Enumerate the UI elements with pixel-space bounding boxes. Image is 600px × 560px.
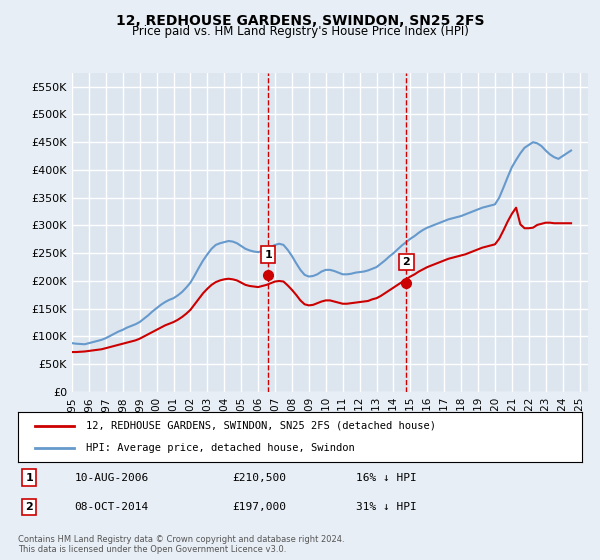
Text: £210,500: £210,500: [232, 473, 286, 483]
Text: 12, REDHOUSE GARDENS, SWINDON, SN25 2FS (detached house): 12, REDHOUSE GARDENS, SWINDON, SN25 2FS …: [86, 421, 436, 431]
Text: 10-AUG-2006: 10-AUG-2006: [74, 473, 149, 483]
Text: 2: 2: [403, 257, 410, 267]
Text: Contains HM Land Registry data © Crown copyright and database right 2024.
This d: Contains HM Land Registry data © Crown c…: [18, 535, 344, 554]
Text: 16% ↓ HPI: 16% ↓ HPI: [356, 473, 417, 483]
Text: £197,000: £197,000: [232, 502, 286, 512]
Text: 2: 2: [25, 502, 33, 512]
Text: 1: 1: [25, 473, 33, 483]
Text: 08-OCT-2014: 08-OCT-2014: [74, 502, 149, 512]
Text: HPI: Average price, detached house, Swindon: HPI: Average price, detached house, Swin…: [86, 443, 355, 453]
Text: Price paid vs. HM Land Registry's House Price Index (HPI): Price paid vs. HM Land Registry's House …: [131, 25, 469, 38]
Text: 12, REDHOUSE GARDENS, SWINDON, SN25 2FS: 12, REDHOUSE GARDENS, SWINDON, SN25 2FS: [116, 14, 484, 28]
Text: 1: 1: [265, 250, 272, 260]
Text: 31% ↓ HPI: 31% ↓ HPI: [356, 502, 417, 512]
